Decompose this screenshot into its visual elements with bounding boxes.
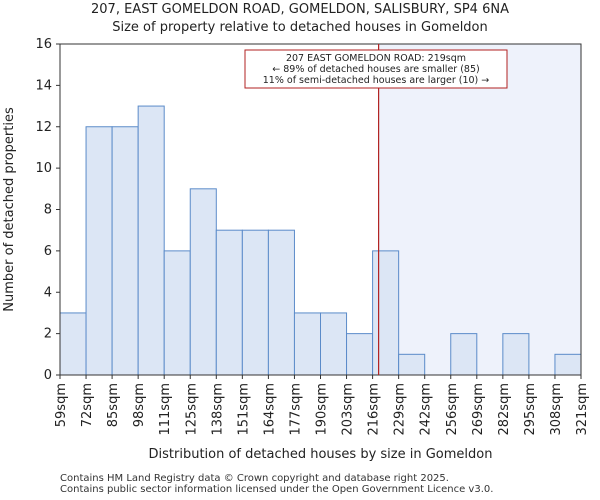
- chart-title: 207, EAST GOMELDON ROAD, GOMELDON, SALIS…: [91, 2, 509, 17]
- histogram-bar: [450, 333, 478, 376]
- histogram-bar: [111, 126, 139, 376]
- histogram-bar: [372, 250, 400, 376]
- x-tick-label: 59sqm: [54, 383, 69, 427]
- histogram-bar: [346, 333, 374, 376]
- larger-region-shading: [378, 44, 581, 375]
- x-tick-label: 229sqm: [393, 383, 408, 436]
- histogram-bar: [554, 353, 582, 376]
- licence-notice: Contains public sector information licen…: [60, 484, 494, 495]
- annotation-box: [244, 49, 508, 89]
- y-tick-label: 12: [35, 120, 52, 135]
- histogram-bar: [215, 229, 243, 376]
- y-tick-label: 2: [44, 327, 52, 342]
- x-tick-label: 295sqm: [523, 383, 538, 436]
- histogram-bar: [137, 105, 165, 376]
- histogram-bar: [502, 333, 530, 376]
- x-tick-label: 269sqm: [471, 383, 486, 436]
- x-tick-label: 138sqm: [210, 383, 225, 436]
- histogram-bar: [293, 312, 322, 376]
- x-tick-label: 125sqm: [184, 383, 199, 436]
- annotation-line: ← 89% of detached houses are smaller (85…: [272, 64, 479, 75]
- x-tick-label: 98sqm: [132, 383, 147, 427]
- y-tick-label: 16: [35, 37, 52, 52]
- x-tick-label: 308sqm: [549, 383, 564, 436]
- x-tick-label: 164sqm: [262, 383, 277, 436]
- histogram-bar: [320, 312, 348, 376]
- x-tick-label: 321sqm: [575, 383, 590, 436]
- x-tick-label: 190sqm: [315, 383, 330, 436]
- x-axis-label: Distribution of detached houses by size …: [149, 447, 493, 462]
- histogram-bar: [241, 229, 269, 376]
- histogram-bar: [59, 312, 87, 376]
- histogram-bar: [189, 188, 217, 376]
- x-tick-label: 256sqm: [445, 383, 460, 436]
- y-tick-label: 0: [44, 368, 52, 383]
- x-tick-label: 282sqm: [497, 383, 512, 436]
- histogram-bar: [267, 229, 295, 376]
- x-tick-label: 216sqm: [367, 383, 382, 436]
- y-tick-label: 14: [35, 78, 52, 93]
- x-tick-label: 177sqm: [288, 383, 303, 436]
- y-axis-label: Number of detached properties: [2, 107, 17, 312]
- chart-subtitle: Size of property relative to detached ho…: [112, 20, 488, 35]
- annotation-line: 207 EAST GOMELDON ROAD: 219sqm: [286, 53, 466, 64]
- y-tick-label: 6: [44, 244, 52, 259]
- x-tick-label: 242sqm: [419, 383, 434, 436]
- y-tick-label: 10: [35, 161, 52, 176]
- annotation-line: 11% of semi-detached houses are larger (…: [263, 75, 490, 86]
- x-tick-label: 111sqm: [158, 383, 173, 436]
- histogram-bar: [163, 250, 191, 376]
- x-tick-label: 85sqm: [106, 383, 121, 427]
- x-tick-label: 72sqm: [80, 383, 95, 427]
- y-tick-label: 4: [44, 285, 52, 300]
- y-tick-label: 8: [44, 203, 52, 218]
- copyright-notice: Contains HM Land Registry data © Crown c…: [60, 473, 449, 484]
- x-tick-label: 151sqm: [236, 383, 251, 436]
- histogram-bar: [85, 126, 113, 376]
- x-tick-label: 203sqm: [341, 383, 356, 436]
- histogram-bar: [398, 353, 426, 376]
